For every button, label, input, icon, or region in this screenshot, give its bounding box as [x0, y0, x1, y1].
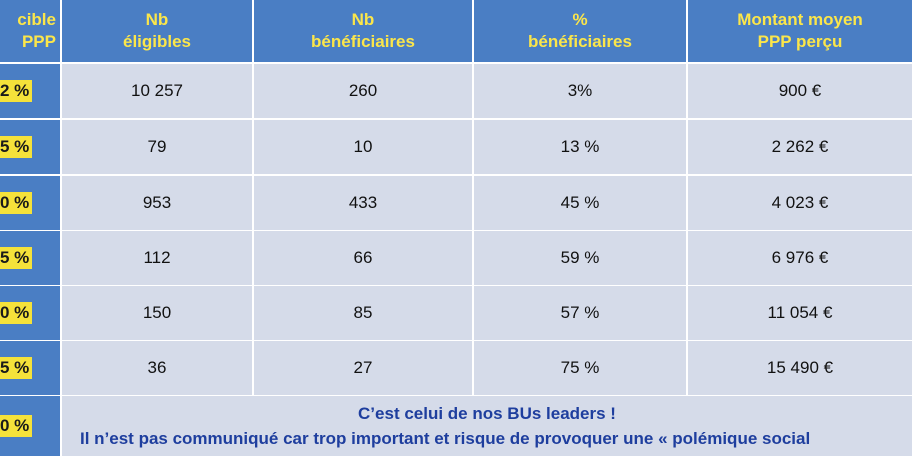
- table-row: 5 % 112 66 59 % 6 976 €: [0, 231, 912, 285]
- header-eligibles-line2: éligibles: [122, 32, 192, 51]
- header-montant-line2: PPP perçu: [757, 32, 843, 51]
- eligibles-cell: 36: [62, 341, 252, 395]
- cible-cell: 2 %: [0, 64, 60, 118]
- eligibles-cell: 953: [62, 176, 252, 230]
- pct-cell: 13 %: [474, 120, 686, 174]
- eligibles-cell: 10 257: [62, 64, 252, 118]
- table-row: 5 % 36 27 75 % 15 490 €: [0, 341, 912, 395]
- header-beneficiaires-line1: Nb: [351, 10, 375, 29]
- cible-cell: 5 %: [0, 231, 60, 285]
- beneficiaires-cell: 27: [254, 341, 472, 395]
- table-row: 2 % 10 257 260 3% 900 €: [0, 64, 912, 118]
- header-eligibles-line1: Nb: [145, 10, 169, 29]
- header-pct-beneficiaires: % bénéficiaires: [474, 0, 686, 62]
- beneficiaires-cell: 10: [254, 120, 472, 174]
- header-beneficiaires-line2: bénéficiaires: [311, 32, 415, 51]
- table-row: 0 % 953 433 45 % 4 023 €: [0, 176, 912, 230]
- header-nb-beneficiaires: Nb bénéficiaires: [254, 0, 472, 62]
- beneficiaires-cell: 433: [254, 176, 472, 230]
- merged-message-cell: C’est celui de nos BUs leaders ! Il n’es…: [62, 396, 912, 456]
- montant-cell: 4 023 €: [688, 176, 912, 230]
- pct-cell: 75 %: [474, 341, 686, 395]
- pct-cell: 57 %: [474, 286, 686, 340]
- message-line-1: C’est celui de nos BUs leaders !: [358, 404, 616, 423]
- table-row: 0 % 150 85 57 % 11 054 €: [0, 286, 912, 340]
- montant-cell: 15 490 €: [688, 341, 912, 395]
- header-cible-line1: cible: [17, 10, 56, 29]
- header-pct-line2: bénéficiaires: [528, 32, 632, 51]
- message-line-2: Il n’est pas communiqué car trop importa…: [80, 429, 811, 448]
- table-header-row: cible PPP Nb éligibles Nb bénéficiaires …: [0, 0, 912, 62]
- montant-cell: 11 054 €: [688, 286, 912, 340]
- montant-cell: 2 262 €: [688, 120, 912, 174]
- header-montant-line1: Montant moyen: [737, 10, 863, 29]
- header-nb-eligibles: Nb éligibles: [62, 0, 252, 62]
- cible-cell: 5 %: [0, 341, 60, 395]
- beneficiaires-cell: 260: [254, 64, 472, 118]
- montant-cell: 900 €: [688, 64, 912, 118]
- cible-cell: 0 %: [0, 176, 60, 230]
- pct-cell: 59 %: [474, 231, 686, 285]
- header-montant-moyen: Montant moyen PPP perçu: [688, 0, 912, 62]
- cible-cell: 5 %: [0, 120, 60, 174]
- eligibles-cell: 112: [62, 231, 252, 285]
- table-row: 5 % 79 10 13 % 2 262 €: [0, 120, 912, 174]
- beneficiaires-cell: 85: [254, 286, 472, 340]
- header-pct-line1: %: [572, 10, 588, 29]
- beneficiaires-cell: 66: [254, 231, 472, 285]
- pct-cell: 3%: [474, 64, 686, 118]
- cible-cell: 0 %: [0, 286, 60, 340]
- cible-cell: 0 %: [0, 396, 60, 456]
- pct-cell: 45 %: [474, 176, 686, 230]
- montant-cell: 6 976 €: [688, 231, 912, 285]
- eligibles-cell: 150: [62, 286, 252, 340]
- header-cible-ppp: cible PPP: [0, 0, 60, 62]
- table-row-last: 0 % C’est celui de nos BUs leaders ! Il …: [0, 396, 912, 456]
- header-cible-line2: PPP: [21, 32, 56, 51]
- eligibles-cell: 79: [62, 120, 252, 174]
